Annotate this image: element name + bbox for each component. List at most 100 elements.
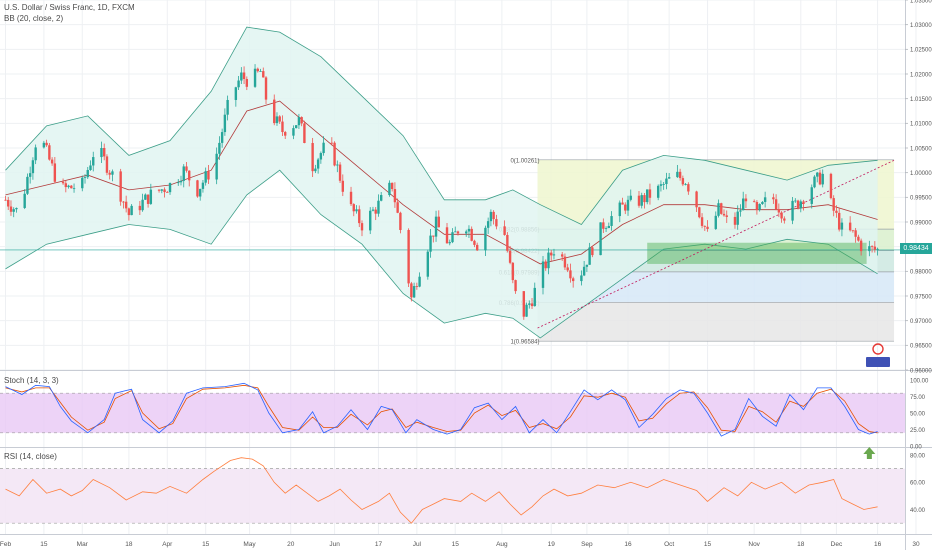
candle-body (83, 177, 87, 178)
candle-body (525, 304, 528, 317)
candle-body (122, 201, 125, 203)
candle-body (563, 256, 567, 268)
candle-body (829, 173, 833, 199)
candle-body (599, 222, 602, 256)
time-tick-label: Mar (77, 541, 89, 548)
candle-body (31, 160, 35, 174)
bollinger-band-fill (5, 27, 878, 338)
candle-body (314, 168, 317, 172)
time-tick-label: 15 (704, 541, 712, 548)
candle-body (470, 228, 473, 241)
candle-body (656, 185, 660, 198)
candle-body (687, 184, 690, 192)
candle-body (533, 287, 536, 307)
candle-body (292, 128, 295, 136)
time-tick-label: 20 (287, 541, 295, 548)
price-tick-label: 1.01500 (910, 97, 932, 103)
candle-body (415, 286, 419, 287)
candle-body (273, 99, 276, 124)
candle-body (179, 180, 183, 183)
candle-body (698, 207, 701, 218)
candle-body (303, 123, 306, 143)
candle-body (802, 201, 805, 204)
candle-body (585, 264, 589, 267)
time-tick-label: Apr (162, 541, 173, 548)
logo-badge-icon (872, 343, 884, 355)
candle-body (390, 182, 394, 190)
candle-body (508, 250, 512, 263)
trendline (537, 159, 895, 329)
candle-body (703, 225, 707, 227)
candle-body (100, 148, 103, 158)
candle-body (621, 202, 624, 205)
candle-body (264, 77, 268, 100)
candle-body (763, 197, 767, 202)
price-tick-label: 0.99000 (910, 220, 932, 226)
price-tick-label: 0.97500 (910, 294, 932, 300)
price-tick-label: 0.96000 (910, 368, 932, 374)
candle-body (637, 195, 641, 206)
candle-body (821, 173, 824, 185)
time-tick-label: Feb (0, 541, 11, 548)
candle-body (582, 266, 586, 276)
candle-body (791, 200, 794, 221)
logo-plate-icon (866, 357, 890, 367)
candle-body (837, 212, 841, 230)
time-tick-label: Jun (329, 541, 340, 548)
candle-body (124, 201, 128, 209)
candle-body (393, 189, 397, 203)
candle-body (399, 212, 402, 230)
candle-body (67, 185, 70, 188)
candle-body (717, 203, 720, 216)
time-tick-label: Nov (748, 541, 760, 548)
candle-body (50, 159, 54, 164)
candle-body (486, 221, 490, 228)
candle-body (646, 189, 649, 203)
candle-body (681, 178, 685, 185)
candle-body (772, 197, 775, 200)
candle-body (26, 176, 29, 194)
candle-body (610, 216, 613, 226)
candle-body (678, 171, 682, 179)
candle-body (640, 195, 643, 206)
candle-body (456, 231, 460, 234)
candle-body (492, 211, 495, 220)
candle-body (706, 226, 709, 229)
candle-body (188, 170, 191, 181)
candle-body (755, 202, 759, 211)
candle-body (591, 247, 594, 256)
candle-body (854, 230, 857, 237)
candle-body (550, 252, 553, 256)
stoch-tick-label: 50.00 (910, 411, 926, 417)
candle-body (569, 270, 572, 279)
candle-body (23, 193, 26, 208)
candle-body (12, 209, 15, 212)
up-arrow-icon (863, 447, 876, 459)
candle-body (157, 189, 161, 191)
price-tick-label: 1.01000 (910, 122, 932, 128)
stoch-legend: Stoch (14, 3, 3) (4, 376, 59, 385)
candle-body (506, 234, 509, 251)
candle-body (256, 68, 259, 72)
candle-body (48, 145, 51, 160)
candle-body (369, 210, 372, 231)
candle-body (407, 229, 410, 284)
candle-body (311, 142, 314, 172)
time-tick-label: 16 (874, 541, 882, 548)
candle-body (848, 222, 852, 231)
candle-body (544, 261, 547, 269)
price-tick-label: 1.03000 (910, 23, 932, 29)
candle-body (676, 171, 679, 178)
time-tick-label: 19 (548, 541, 556, 548)
candle-body (196, 180, 199, 197)
candle-body (859, 240, 863, 252)
candle-body (336, 164, 339, 166)
candle-body (528, 303, 531, 305)
candle-body (160, 189, 164, 191)
candle-body (149, 189, 153, 204)
candle-body (873, 246, 877, 250)
candle-body (242, 72, 246, 79)
candle-body (868, 246, 871, 252)
candle-body (741, 198, 745, 211)
candle-body (777, 209, 781, 213)
